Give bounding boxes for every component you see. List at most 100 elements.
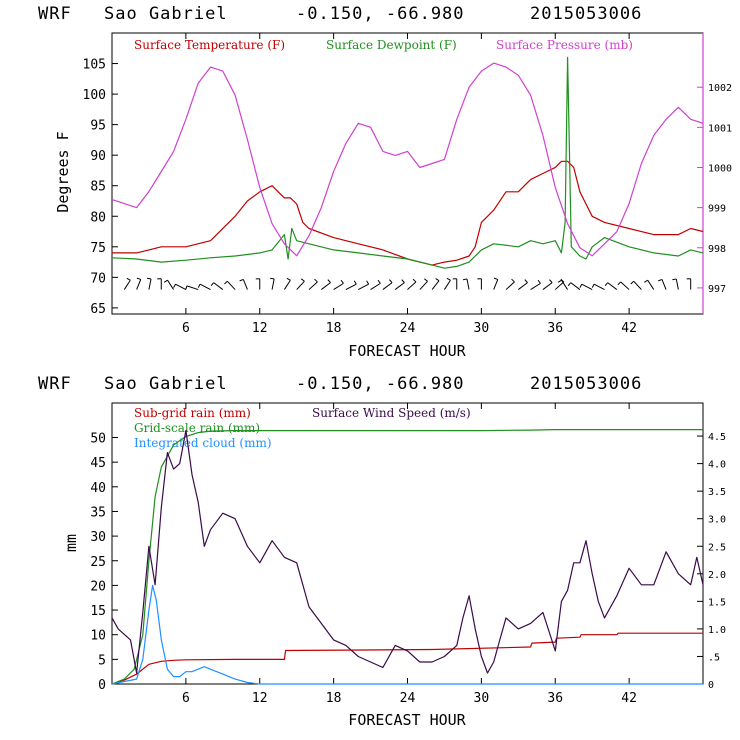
wind-barb [163,279,174,290]
wind-barb-shaft [321,282,331,290]
y-tick-label: 15 [90,604,106,619]
y-tick-label: 50 [90,432,106,447]
wind-barb-flag [146,277,152,280]
wind-barb-shaft [199,283,211,291]
temperature-series-line [112,160,704,266]
y2-tick-label: 999 [708,204,726,215]
bottom-header-init-time: 2015053006 [530,374,642,394]
wind-barb [407,278,417,290]
wind-barb-shaft [570,282,581,290]
y-tick-label: 105 [83,58,106,73]
wind-barb-shaft [382,282,393,290]
wind-barb-flag [389,279,393,283]
y2-tick-label: 998 [708,244,726,255]
wind-barb-flag [644,279,649,283]
legend-wind-speed: Surface Wind Speed (m/s) [312,406,471,420]
wind-barb-flag [658,278,663,282]
x-tick-label: 36 [547,691,563,706]
wind-barb-flag [327,279,331,283]
y-tick-label: 65 [90,302,106,317]
wind-barb [505,278,515,290]
wind-barb [283,277,291,290]
wind-barb-flag [493,277,498,280]
wind-barb-shaft [407,281,417,290]
wind-barb-shaft [607,282,618,290]
y2-tick-label: 1000 [708,163,732,174]
wind-barb-shaft [505,281,515,290]
bottom-header-model: WRF [38,374,72,394]
wind-barb-flag [197,283,201,288]
wind-barb-shaft [123,279,131,290]
wind-barb-shaft [530,282,541,290]
wind-barb-shaft [554,281,565,290]
wind-barb-flag [672,278,677,281]
wind-barb-shaft [227,280,236,290]
y2-tick-label: 997 [708,284,726,295]
legend-gridscale-rain: Grid-scale rain (mm) [134,421,260,435]
wind-barb-shaft [444,279,451,290]
y2-tick-label: .5 [708,652,720,663]
wind-barb-flag [462,278,468,281]
wind-barb-shaft [633,280,642,290]
wind-barb-shaft [419,280,428,290]
wind-barb-flag [210,282,215,287]
bottom-panel: WRF Sao Gabriel -0.150, -66.980 20150530… [38,374,726,729]
wind-barb-flag [340,279,344,284]
y2-tick-label: 1.0 [708,625,726,636]
wind-barb-flag [537,279,541,284]
wind-barb-shaft [148,278,152,290]
wind-barb [210,282,224,290]
legend-integrated-cloud: Integrated cloud (mm) [134,436,272,450]
x-tick-label: 6 [182,321,190,336]
x-tick-label: 12 [252,321,268,336]
y-tick-label: 100 [83,88,106,103]
wind-barb [658,278,667,290]
wind-barb-shaft [296,280,305,290]
y2-tick-label: 2.0 [708,570,726,581]
wind-barb-shaft [647,279,655,290]
wind-barb [224,280,236,290]
wind-barb-shaft [593,283,605,291]
wind-barb [542,279,553,290]
wind-barb-shaft [466,278,470,290]
y-tick-label: 20 [90,579,106,594]
bottom-xlabel: FORECAST HOUR [348,711,466,729]
y2-tick-label: 4.5 [708,432,726,443]
wind-barb-shaft [581,283,593,291]
wind-barb [518,279,528,290]
wind-barb-flag [630,280,635,285]
wind-barb-flag [524,279,528,283]
wind-barb-shaft [542,282,553,290]
wind-barb [617,281,630,290]
y2-tick-label: 2.5 [708,542,726,553]
wind-barb [255,278,261,290]
wind-barb [394,279,405,290]
y-tick-label: 5 [98,653,106,668]
y2-tick-label: 0 [708,680,714,691]
wind-barb [579,283,593,291]
wind-barb [136,277,142,290]
legend-dewpoint: Surface Dewpoint (F) [326,38,457,52]
x-tick-label: 6 [182,691,190,706]
y2-tick-label: 1.5 [708,597,726,608]
wind-barb-flag [126,277,131,281]
x-tick-label: 30 [474,321,490,336]
wind-barb-flag [591,283,595,288]
y-tick-label: 30 [90,530,106,545]
wind-barb-shaft [661,279,667,290]
y2-tick-label: 3.0 [708,515,726,526]
wind-barb [345,280,357,291]
wind-barb-flag [239,278,244,282]
wind-barb [358,280,370,291]
y-tick-label: 0 [98,678,106,693]
x-tick-label: 42 [621,691,637,706]
y-tick-label: 75 [90,241,106,256]
wind-barb-flag [567,282,572,287]
wind-barb-shaft [186,285,199,291]
y2-tick-label: 1002 [708,83,732,94]
wind-barb-shaft [242,279,248,290]
wind-barb [296,278,305,290]
y-tick-label: 70 [90,271,106,286]
integrated-cloud-series-line [111,584,703,685]
bottom-header-coords: -0.150, -66.980 [296,374,465,394]
